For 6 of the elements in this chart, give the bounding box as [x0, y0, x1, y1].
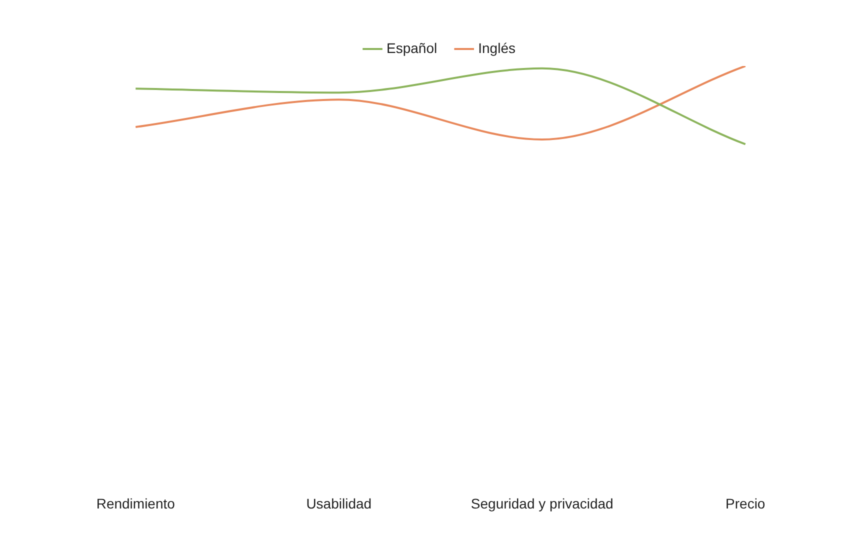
x-tick-label: Usabilidad	[306, 495, 372, 512]
x-tick-label: Precio	[726, 495, 766, 512]
x-tick-label: Seguridad y privacidad	[470, 495, 614, 512]
x-tick-label: Rendimiento	[96, 495, 176, 512]
legend-label: Español	[386, 40, 438, 56]
legend-label: Inglés	[478, 40, 516, 56]
